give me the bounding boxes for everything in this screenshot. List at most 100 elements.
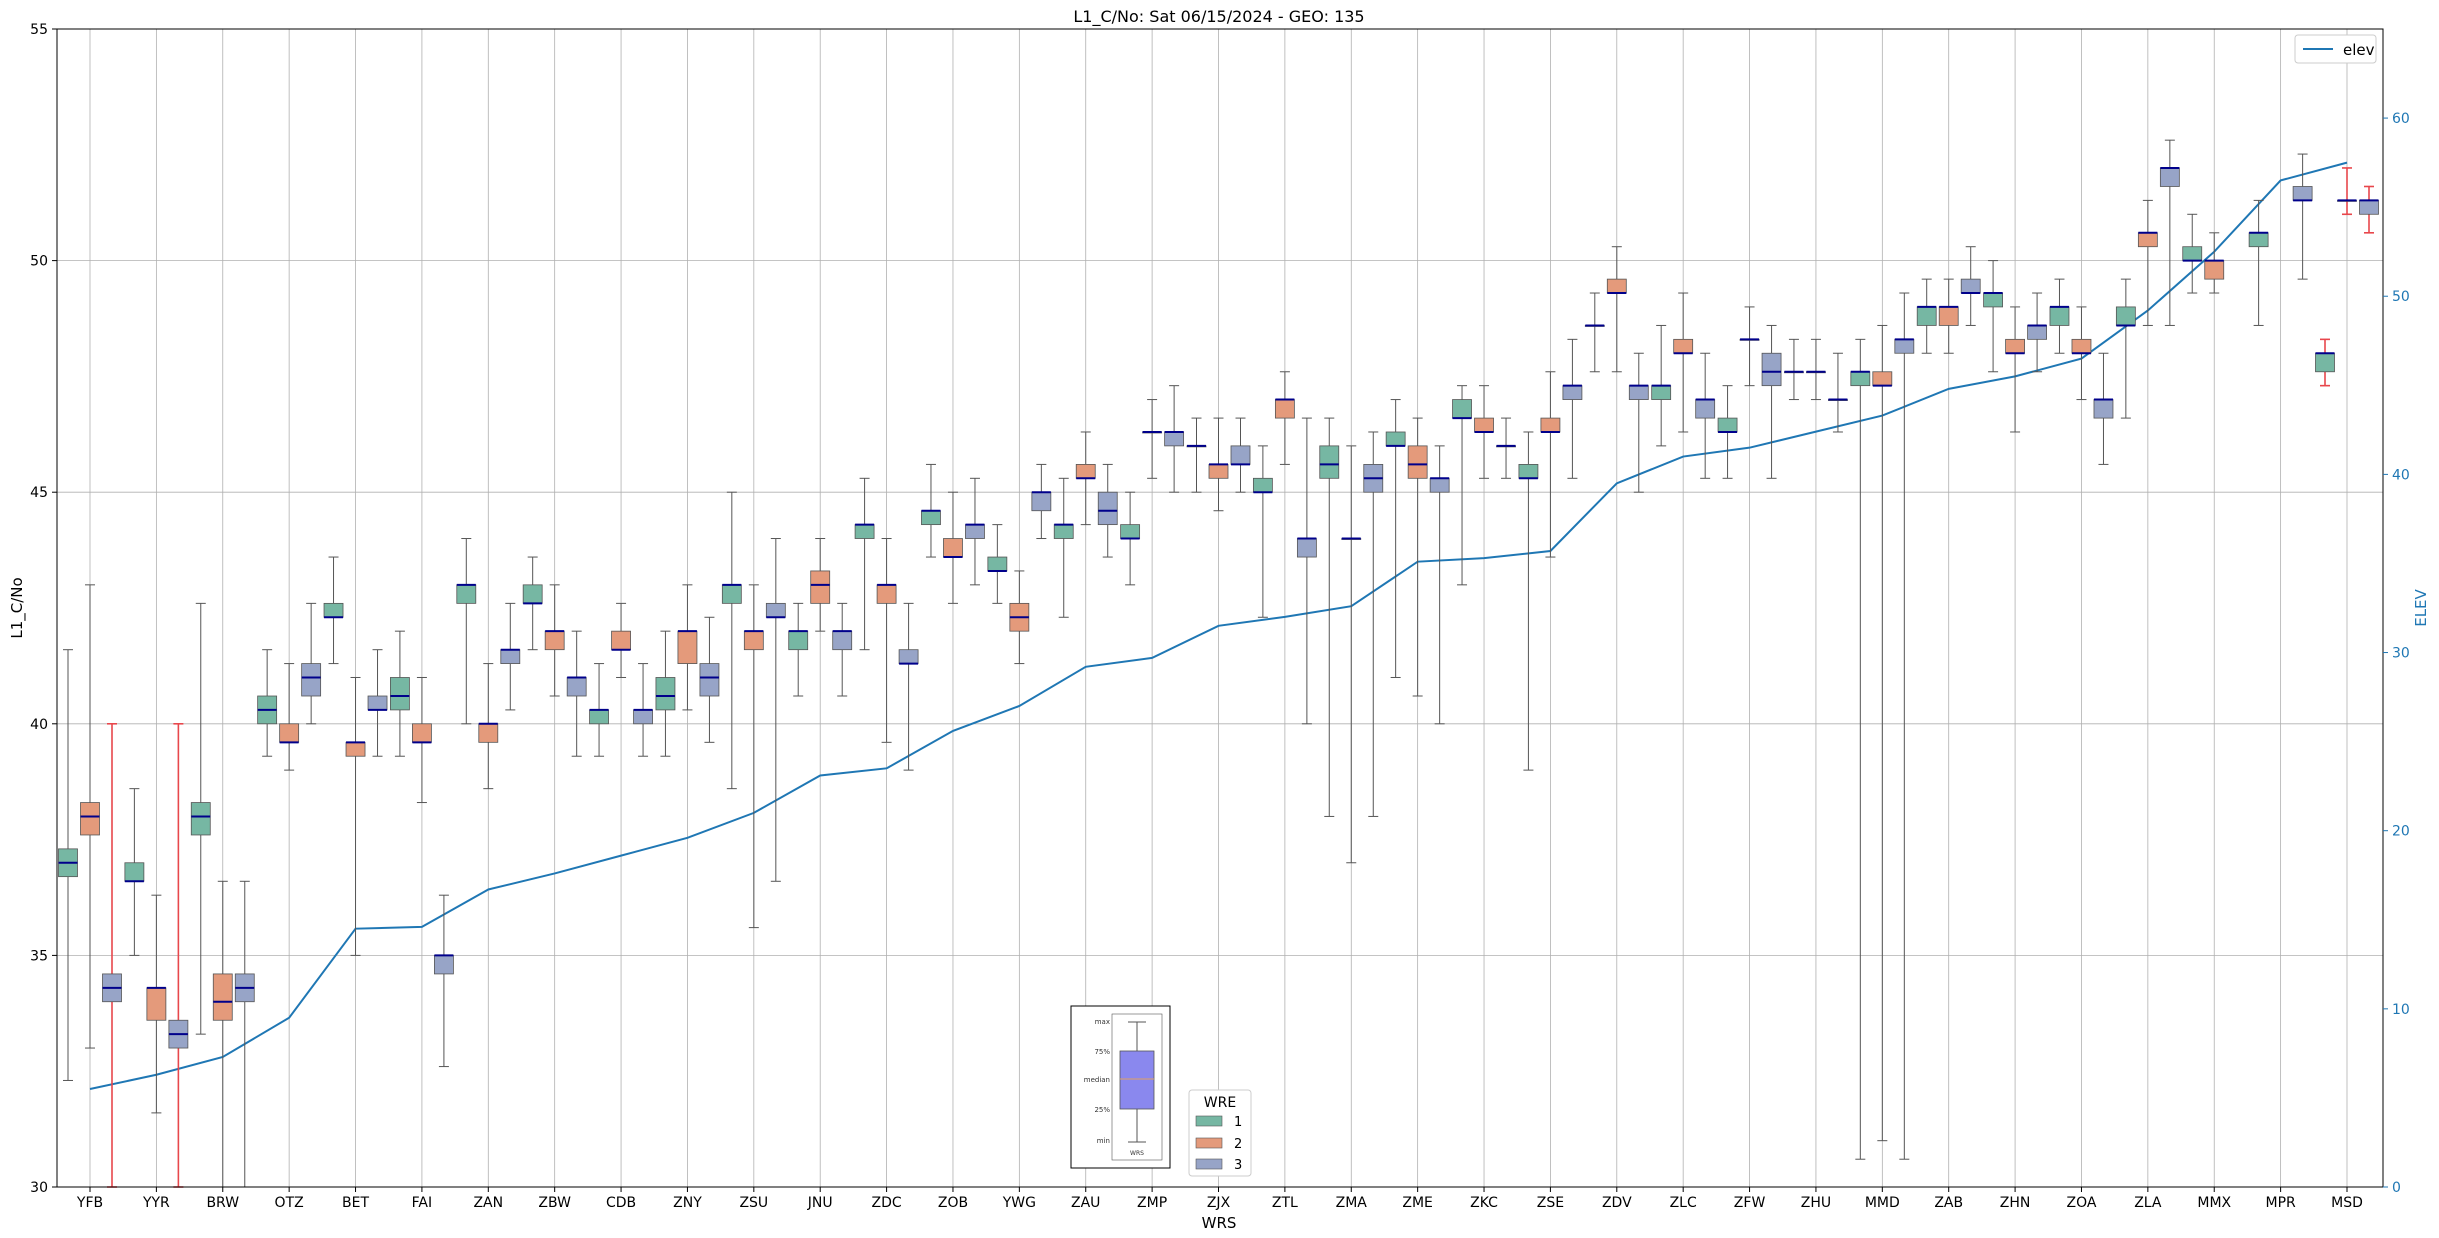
box-yyr-wre3: [168, 722, 189, 1188]
box-zab-wre3: [1960, 246, 1981, 326]
box-body: [987, 556, 1008, 572]
box-body: [390, 677, 410, 711]
box-body: [2049, 306, 2070, 326]
box-body: [500, 649, 521, 664]
elevation-legend-frame: [2294, 34, 2377, 64]
x-tick-label-zsu: ZSU: [739, 1195, 768, 1211]
box-cdb-wre3: [633, 663, 653, 757]
x-tick-label-zan: ZAN: [473, 1195, 503, 1211]
box-zsu-wre3: [765, 538, 786, 882]
box-zmp-wre2: [1142, 399, 1163, 479]
box-zlc-wre2: [1673, 292, 1694, 433]
box-zob-wre1: [921, 463, 941, 558]
box-zhu-wre2: [1806, 338, 1826, 401]
y2-tick-label-50: 50: [2392, 289, 2410, 305]
box-zma-wre1: [1319, 417, 1340, 817]
boxplot-key-label-75: 75%: [1094, 1048, 1110, 1056]
box-ztl-wre1: [1252, 445, 1273, 618]
box-body: [2315, 352, 2335, 373]
box-body: [2159, 167, 2180, 187]
box-body: [212, 973, 233, 1021]
box-otz-wre3: [301, 602, 322, 725]
wre-legend-label-1: 1: [1234, 1115, 1242, 1130]
boxplot-key-label-max: max: [1095, 1018, 1110, 1026]
x-tick-label-ztl: ZTL: [1272, 1195, 1298, 1211]
box-body: [1850, 371, 1871, 387]
box-zse-wre1: [1518, 431, 1539, 771]
box-zbw-wre1: [522, 556, 543, 651]
box-zsu-wre1: [721, 491, 742, 790]
box-body: [765, 602, 786, 618]
box-zob-wre3: [965, 477, 985, 586]
box-zdv-wre2: [1606, 246, 1627, 373]
box-brw-wre3: [234, 880, 255, 1188]
box-yfb-wre1: [58, 649, 78, 1081]
box-body: [434, 955, 454, 975]
box-zhn-wre3: [2027, 292, 2047, 373]
box-body: [1053, 524, 1074, 539]
box-body: [1540, 417, 1561, 433]
x-tick-label-brw: BRW: [206, 1195, 239, 1211]
box-body: [1717, 417, 1738, 433]
x-tick-label-mmd: MMD: [1865, 1195, 1900, 1211]
box-body: [2005, 338, 2025, 354]
x-tick-label-zla: ZLA: [2134, 1195, 2162, 1211]
box-mmd-wre2: [1872, 324, 1893, 1142]
box-body: [2182, 246, 2203, 261]
x-tick-label-yyr: YYR: [142, 1195, 170, 1211]
box-body: [1938, 306, 1959, 326]
box-zma-wre2: [1341, 445, 1362, 864]
x-tick-label-zkc: ZKC: [1470, 1195, 1498, 1211]
box-body: [832, 630, 853, 651]
box-zme-wre2: [1407, 417, 1428, 697]
x-tick-label-zau: ZAU: [1071, 1195, 1100, 1211]
x-tick-label-otz: OTZ: [275, 1195, 304, 1211]
boxplot-key-label-25: 25%: [1094, 1106, 1110, 1114]
box-cdb-wre1: [589, 663, 609, 757]
box-mpr-wre1: [2248, 199, 2269, 326]
x-tick-label-zjx: ZJX: [1207, 1195, 1231, 1211]
box-zhu-wre1: [1784, 338, 1804, 401]
wre-legend-label-2: 2: [1234, 1137, 1242, 1152]
box-body: [1075, 464, 1096, 479]
y2-tick-label-30: 30: [2392, 646, 2410, 662]
x-axis: YFB YYR BRW OTZ BET FAI ZAN ZBW CDB ZNY ZSU JNU ZDC Z…: [76, 1187, 2363, 1211]
box-body: [876, 584, 897, 604]
box-zny-wre3: [699, 616, 720, 743]
elevation-legend-label: elev: [2343, 41, 2375, 59]
box-body: [80, 802, 100, 836]
box-body: [943, 538, 963, 558]
x-tick-label-zoa: ZOA: [2066, 1195, 2096, 1211]
x-tick-label-mmx: MMX: [2197, 1195, 2231, 1211]
box-cdb-wre2: [611, 602, 631, 678]
y-axis-right: 0 10 20 30 40 50 60: [2383, 111, 2410, 1196]
box-zoa-wre1: [2049, 278, 2070, 354]
box-zab-wre2: [1938, 278, 1959, 354]
box-brw-wre2: [212, 880, 233, 1188]
box-body: [1916, 306, 1937, 326]
boxplot-key-caption: WRS: [1130, 1150, 1144, 1157]
box-body: [721, 584, 742, 604]
gridlines: [57, 28, 2383, 1188]
x-tick-label-zbw: ZBW: [538, 1195, 571, 1211]
box-brw-wre1: [190, 602, 211, 1035]
box-ywg-wre1: [987, 524, 1008, 604]
box-body: [456, 584, 477, 604]
box-zab-wre1: [1916, 278, 1937, 354]
box-zan-wre2: [478, 663, 499, 790]
y2-tick-label-20: 20: [2392, 824, 2410, 840]
box-body: [146, 987, 167, 1021]
x-tick-label-fai: FAI: [412, 1195, 432, 1211]
box-fai-wre2: [412, 676, 432, 804]
elevation-line-layer: [89, 161, 2348, 1090]
boxplot-key-box: [1119, 1050, 1155, 1110]
box-yfb-wre2: [80, 584, 100, 1049]
y2-tick-label-0: 0: [2392, 1180, 2401, 1196]
box-jnu-wre2: [810, 538, 831, 632]
box-body: [345, 741, 366, 757]
box-zjx-wre2: [1208, 417, 1229, 512]
box-zau-wre2: [1075, 431, 1096, 526]
box-mmd-wre1: [1850, 338, 1871, 1160]
box-body: [2248, 232, 2269, 248]
box-zau-wre3: [1097, 463, 1118, 558]
